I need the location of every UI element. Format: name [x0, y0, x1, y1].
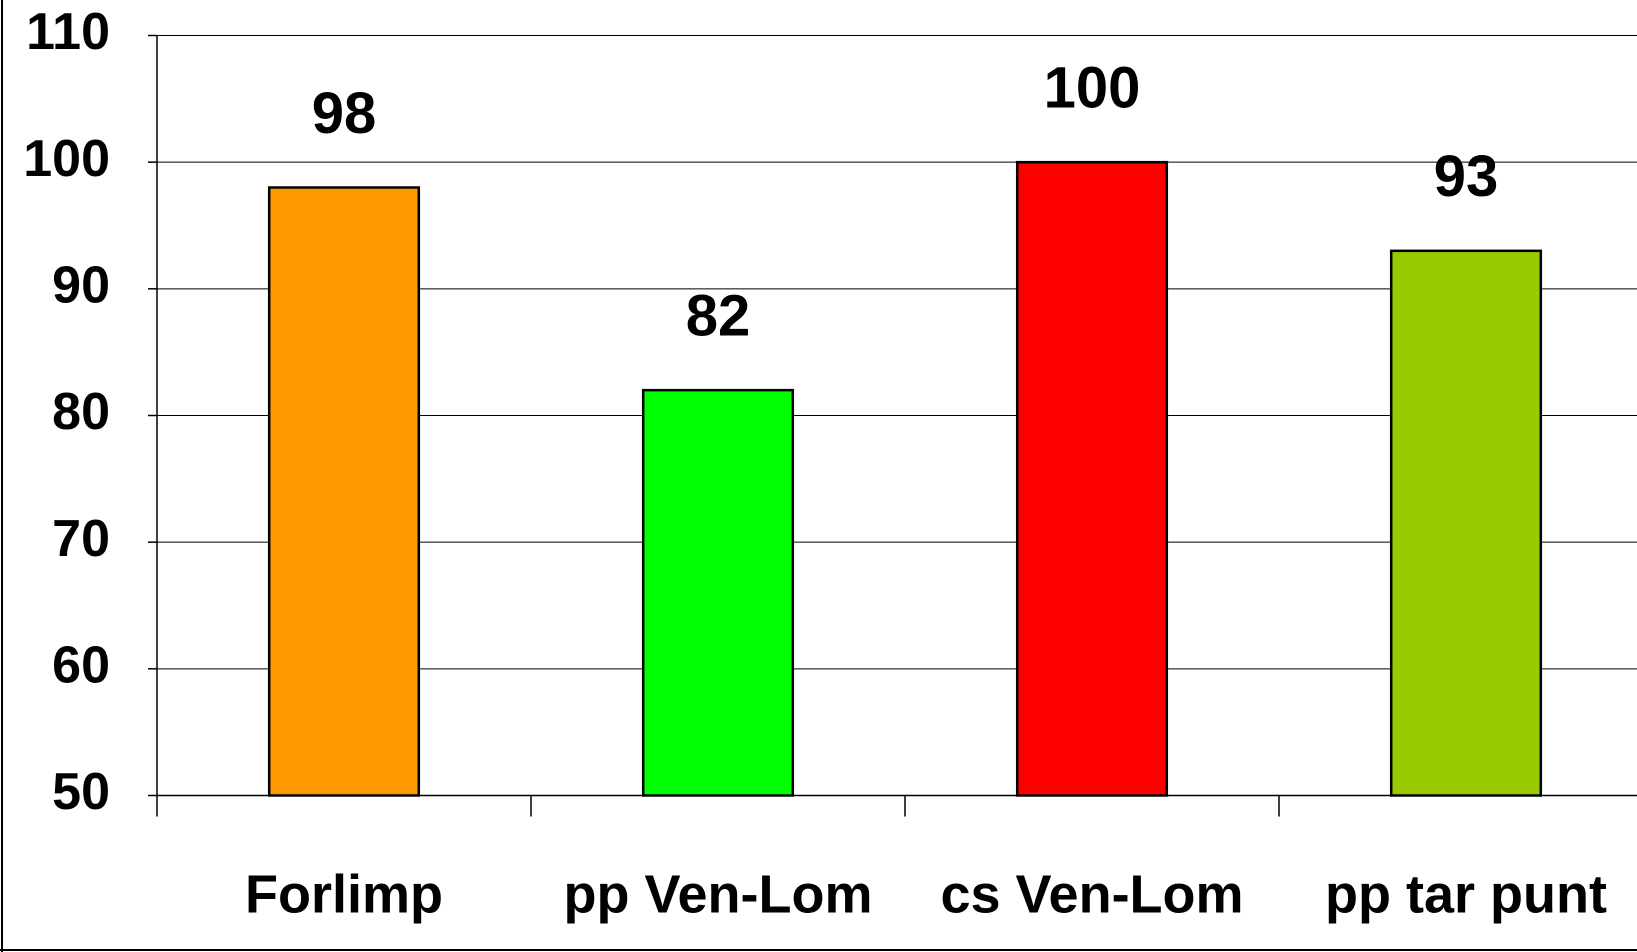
value-label: 93: [1434, 144, 1499, 209]
x-tick-label: cs Ven-Lom: [940, 864, 1243, 924]
value-label: 82: [686, 283, 751, 348]
x-tick-label: pp tar punt: [1325, 864, 1607, 924]
bar: [267, 186, 421, 797]
y-tick-label: 50: [52, 763, 110, 821]
y-tick-label: 100: [23, 130, 110, 188]
x-tick-label: Forlimp: [245, 864, 443, 924]
value-label: 100: [1044, 55, 1141, 120]
bar: [641, 388, 795, 797]
y-tick-label: 80: [52, 383, 110, 441]
y-tick-label: 70: [52, 510, 110, 568]
y-tick-label: 60: [52, 637, 110, 695]
bar: [1389, 249, 1543, 797]
bar: [1015, 160, 1169, 797]
value-label: 98: [312, 81, 377, 146]
x-tick-label: pp Ven-Lom: [564, 864, 873, 924]
y-tick-label: 90: [52, 257, 110, 315]
y-tick-label: 110: [26, 3, 110, 61]
